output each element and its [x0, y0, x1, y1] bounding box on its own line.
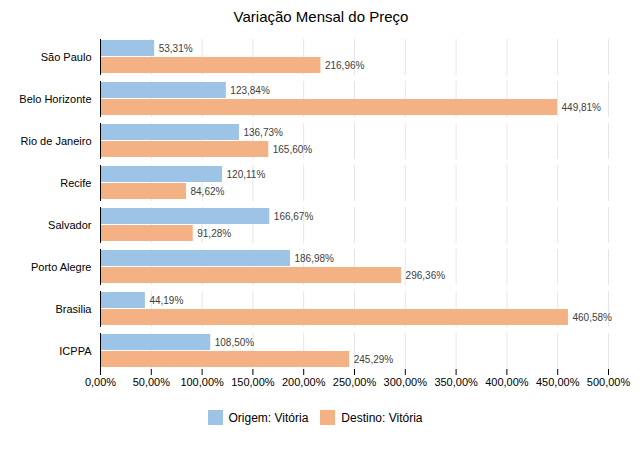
svg-text:Belo Horizonte: Belo Horizonte	[19, 93, 91, 105]
svg-text:200,00%: 200,00%	[282, 376, 326, 388]
html-text:Origem: Vitória: Origem: Vitória	[228, 410, 309, 425]
html-text:Destino: Vitória: Destino: Vitória	[341, 410, 423, 425]
svg-text:ICPPA: ICPPA	[59, 345, 92, 357]
svg-text:100,00%: 100,00%	[180, 376, 224, 388]
svg-text:São Paulo: São Paulo	[41, 51, 92, 63]
svg-text:460,58%: 460,58%	[572, 312, 612, 323]
svg-text:250,00%: 250,00%	[333, 376, 377, 388]
svg-text:Brasilia: Brasilia	[55, 303, 92, 315]
svg-text:50,00%: 50,00%	[133, 376, 171, 388]
svg-text:123,84%: 123,84%	[230, 85, 270, 96]
svg-text:350,00%: 350,00%	[434, 376, 478, 388]
html-text:Variação Mensal do Preço: Variação Mensal do Preço	[233, 8, 409, 25]
svg-text:400,00%: 400,00%	[485, 376, 529, 388]
svg-text:500,00%: 500,00%	[587, 376, 631, 388]
svg-text:216,96%: 216,96%	[325, 60, 365, 71]
svg-text:Recife: Recife	[60, 177, 91, 189]
svg-text:Rio de Janeiro: Rio de Janeiro	[21, 135, 92, 147]
svg-text:300,00%: 300,00%	[384, 376, 428, 388]
svg-text:245,29%: 245,29%	[354, 354, 394, 365]
svg-text:91,28%: 91,28%	[197, 228, 231, 239]
svg-text:84,62%: 84,62%	[190, 186, 224, 197]
svg-text:166,67%: 166,67%	[274, 211, 314, 222]
svg-text:186,98%: 186,98%	[294, 253, 334, 264]
svg-text:449,81%: 449,81%	[562, 102, 602, 113]
svg-text:150,00%: 150,00%	[231, 376, 275, 388]
svg-text:450,00%: 450,00%	[536, 376, 580, 388]
svg-text:53,31%: 53,31%	[159, 43, 193, 54]
svg-text:0,00%: 0,00%	[85, 376, 116, 388]
svg-text:136,73%: 136,73%	[243, 127, 283, 138]
svg-text:120,11%: 120,11%	[227, 169, 266, 180]
svg-text:44,19%: 44,19%	[149, 295, 183, 306]
svg-text:Salvador: Salvador	[48, 219, 92, 231]
svg-text:Porto Alegre: Porto Alegre	[31, 261, 92, 273]
svg-text:296,36%: 296,36%	[406, 270, 446, 281]
svg-text:108,50%: 108,50%	[215, 337, 255, 348]
svg-text:165,60%: 165,60%	[273, 144, 313, 155]
